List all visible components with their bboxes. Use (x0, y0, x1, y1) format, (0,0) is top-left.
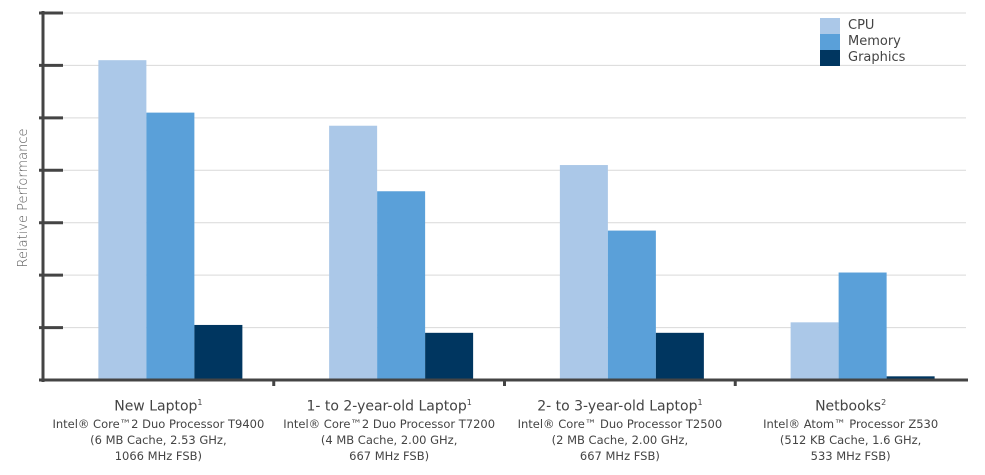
legend-swatch (820, 34, 840, 50)
category-label-4: Netbooks2 Intel® Atom™ Processor Z530 (512… (731, 394, 971, 464)
category-title-text: New Laptop (114, 398, 198, 415)
category-detail-line: Intel® Core™2 Duo Processor T9400 (52, 416, 265, 431)
footnote-marker: 1 (197, 398, 203, 407)
category-title: Netbooks2 (731, 394, 971, 416)
category-label-3: 2- to 3-year-old Laptop1 Intel® Core™ Duo… (500, 394, 740, 464)
footnote-marker: 1 (697, 398, 703, 407)
legend-label: Memory (848, 34, 901, 49)
bar-memory-1 (146, 112, 195, 380)
category-detail-line: Intel® Atom™ Processor Z530 (763, 416, 939, 431)
bar-cpu-4 (790, 322, 839, 380)
legend: CPU Memory Graphics (820, 18, 905, 66)
category-detail-line: 1066 MHz FSB) (114, 448, 203, 463)
bar-memory-3 (607, 230, 656, 380)
legend-item-graphics: Graphics (820, 50, 905, 66)
legend-swatch (820, 50, 840, 66)
bar-graphics-3 (655, 332, 704, 380)
category-title: 1- to 2-year-old Laptop1 (269, 394, 509, 416)
legend-label: Graphics (848, 50, 906, 65)
bar-memory-2 (377, 191, 426, 380)
category-detail-line: (2 MB Cache, 2.00 GHz, (551, 432, 689, 447)
category-title: 2- to 3-year-old Laptop1 (500, 394, 740, 416)
bar-memory-4 (838, 272, 887, 380)
legend-swatch (820, 18, 840, 34)
legend-item-memory: Memory (820, 34, 905, 50)
category-detail-line: 533 MHz FSB) (810, 448, 891, 463)
category-detail-line: Intel® Core™2 Duo Processor T7200 (283, 416, 496, 431)
category-label-1: New Laptop1 Intel® Core™2 Duo Processor T… (38, 394, 278, 464)
category-detail-line: (4 MB Cache, 2.00 GHz, (320, 432, 458, 447)
bar-cpu-3 (559, 165, 608, 380)
category-title-text: 2- to 3-year-old Laptop (537, 398, 698, 415)
footnote-marker: 1 (466, 398, 472, 407)
category-title: New Laptop1 (38, 394, 278, 416)
bar-graphics-2 (425, 332, 474, 380)
category-detail-line: 667 MHz FSB) (579, 448, 660, 463)
bar-graphics-1 (194, 324, 243, 380)
category-title-text: 1- to 2-year-old Laptop (306, 398, 467, 415)
category-detail-line: (512 KB Cache, 1.6 GHz, (779, 432, 922, 447)
bar-cpu-2 (329, 125, 378, 380)
bars (98, 60, 935, 380)
legend-label: CPU (848, 18, 875, 33)
category-detail-line: 667 MHz FSB) (349, 448, 430, 463)
axes (39, 11, 968, 386)
y-axis-label: Relative Performance (16, 129, 31, 268)
category-detail-line: (6 MB Cache, 2.53 GHz, (90, 432, 227, 447)
gridlines (43, 12, 966, 329)
legend-item-cpu: CPU (820, 18, 905, 34)
category-detail-line: Intel® Core™ Duo Processor T2500 (517, 416, 723, 431)
footnote-marker: 2 (881, 398, 887, 407)
bar-cpu-1 (98, 60, 147, 380)
category-label-2: 1- to 2-year-old Laptop1 Intel® Core™2 Du… (269, 394, 509, 464)
category-title-text: Netbooks (815, 398, 882, 415)
bar-graphics-4 (886, 376, 935, 380)
